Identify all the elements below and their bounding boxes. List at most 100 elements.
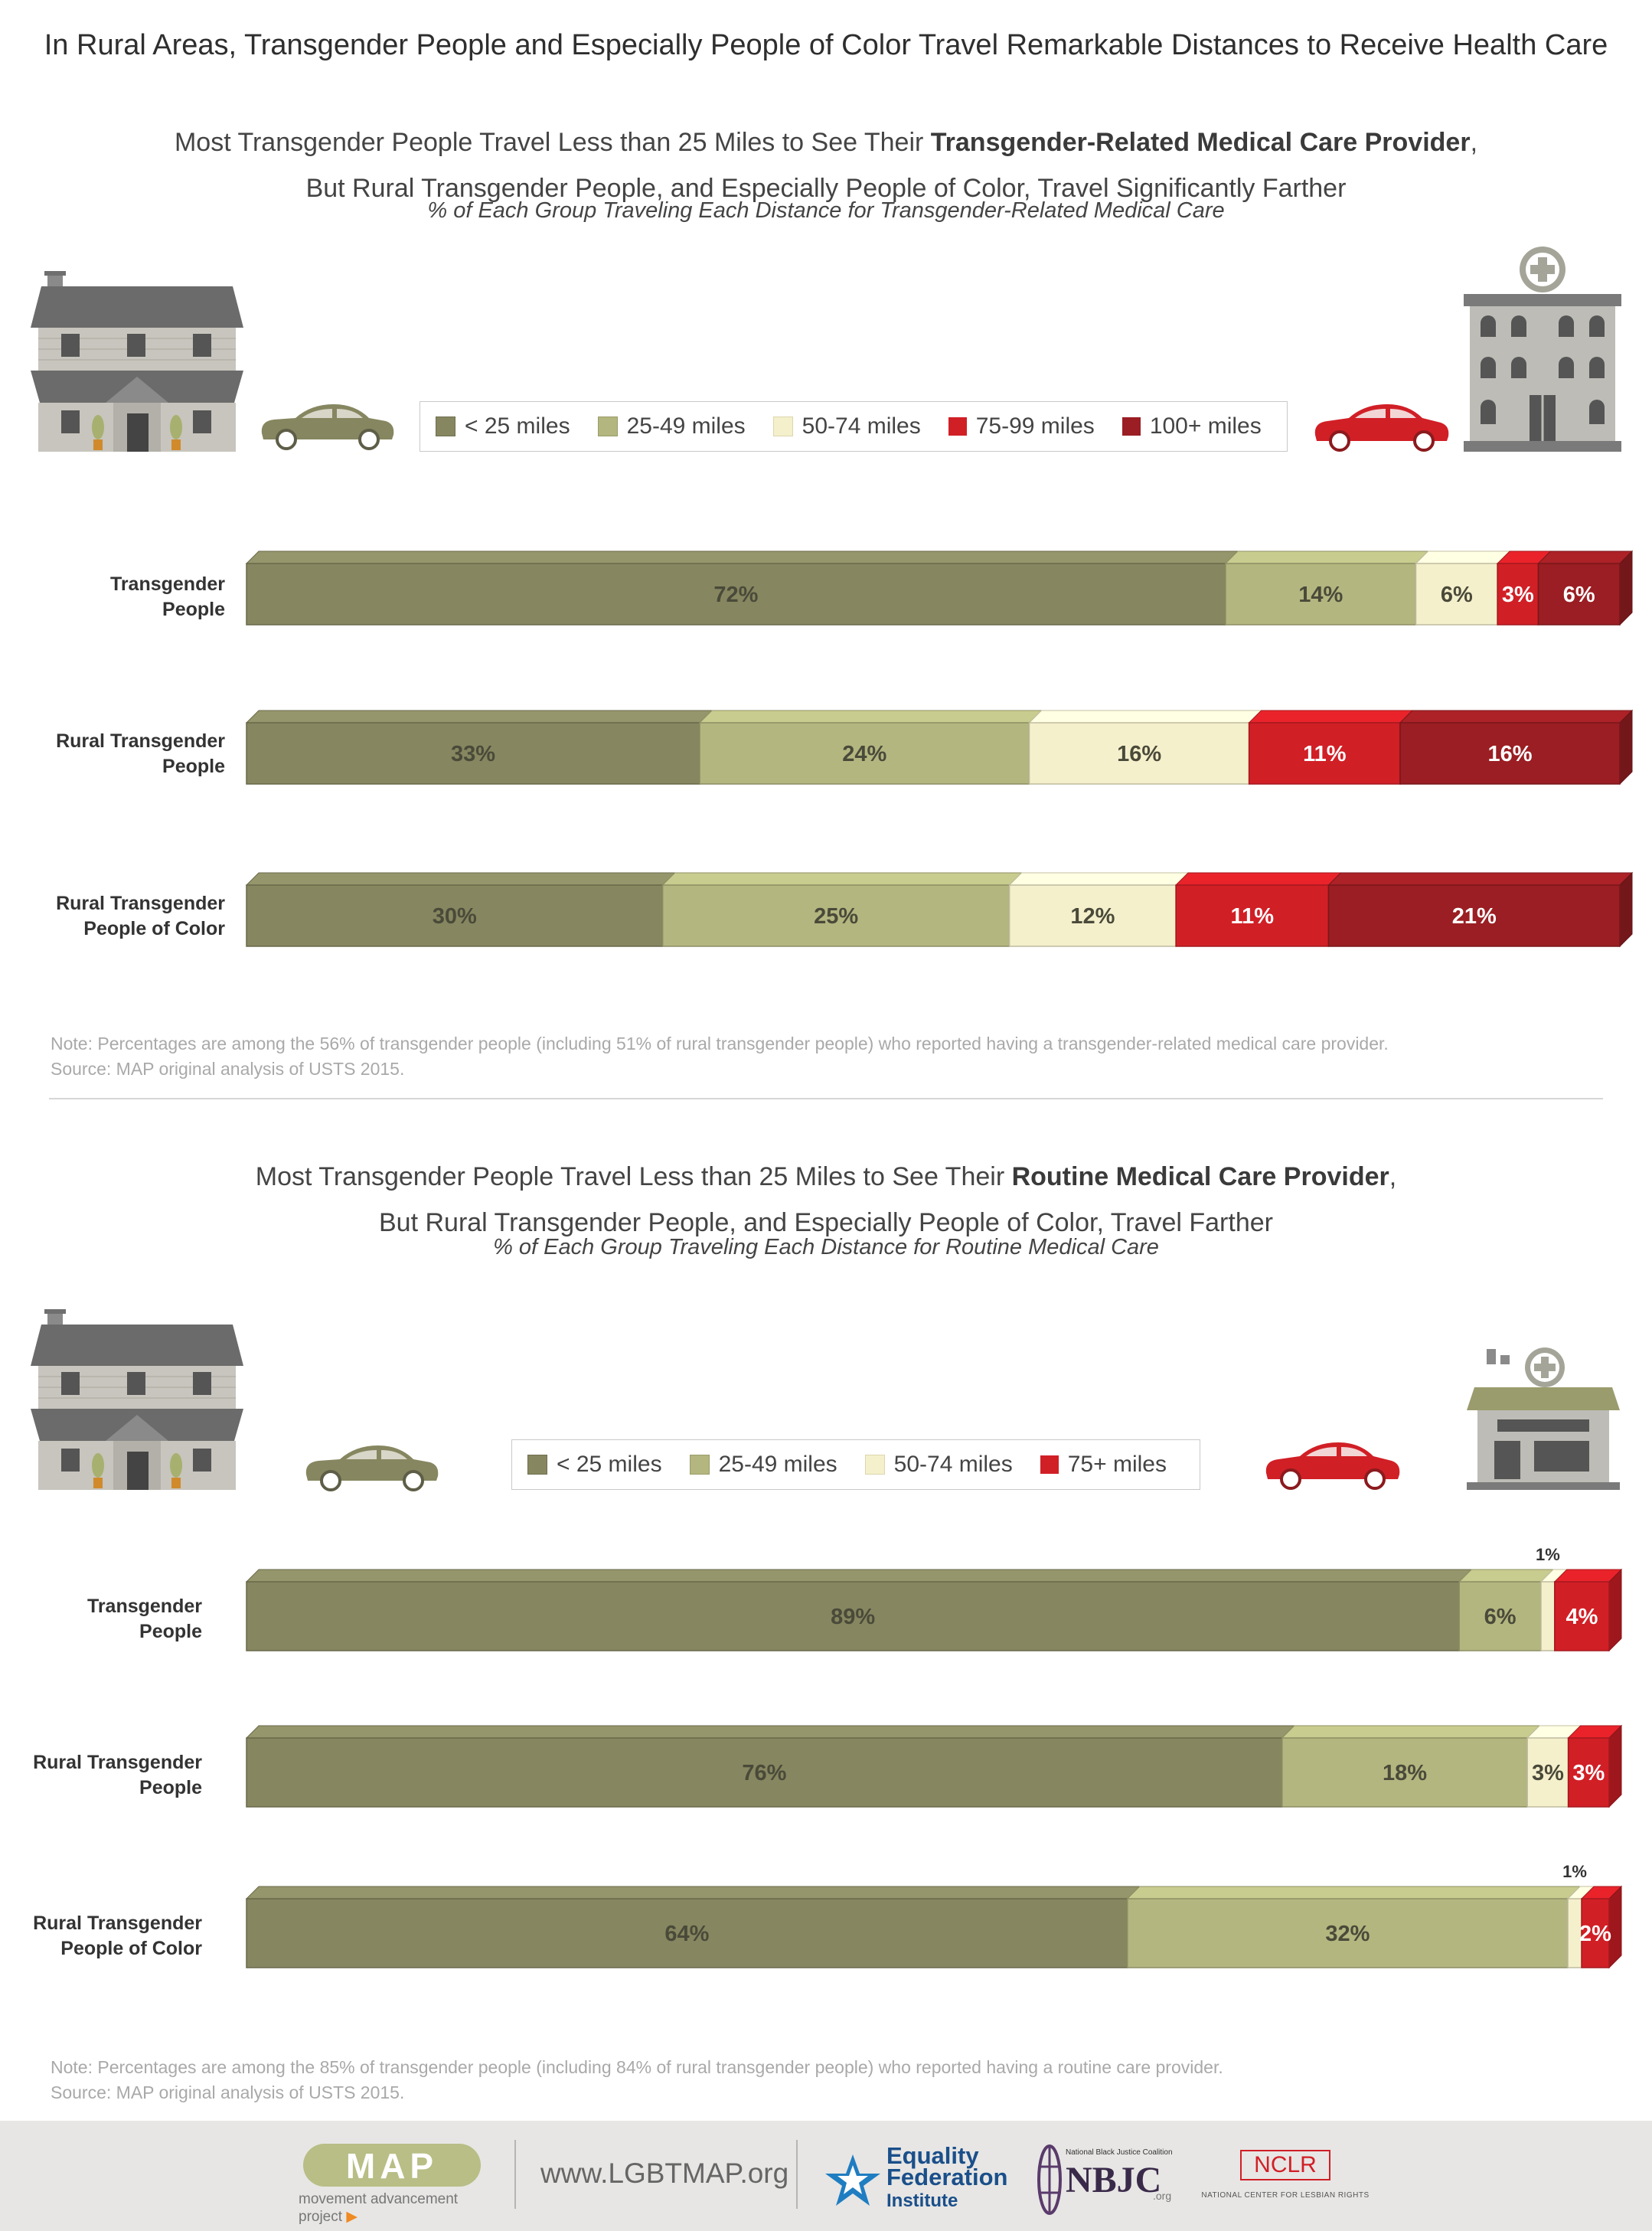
category-label: Rural Transgender People (15, 1750, 202, 1801)
bar-segment (1567, 1737, 1610, 1808)
data-label: 24% (842, 742, 886, 766)
bar-top-face (1008, 872, 1190, 886)
chart-2: 89% 6% 1% 4% 76% 18% 3% 3% 64% 32% 1% 2% (245, 1545, 1623, 1969)
legend-label: < 25 miles (465, 413, 570, 439)
data-label: 12% (1070, 904, 1115, 929)
category-label: Rural Transgender People of Color (15, 891, 225, 942)
bar-segment (246, 1898, 1128, 1968)
legend-2-item: 25-49 miles (689, 1452, 837, 1478)
nclr-logo: NCLR (1240, 2150, 1330, 2180)
legend-2-item: < 25 miles (527, 1452, 662, 1478)
category-label-line: Transgender (87, 1596, 202, 1617)
legend-label: 50-74 miles (893, 1452, 1013, 1477)
green-car-icon (261, 404, 394, 450)
data-label: 1% (1562, 1862, 1587, 1881)
data-label: 6% (1441, 583, 1473, 607)
legend-swatch (772, 416, 793, 436)
nclr-full-name: NATIONAL CENTER FOR LESBIAN RIGHTS (1201, 2191, 1370, 2200)
category-label-line: Rural Transgender (33, 1913, 202, 1934)
section2-subtitle-post: , (1389, 1162, 1397, 1191)
category-label-line: Rural Transgender (33, 1752, 202, 1773)
data-label: 89% (831, 1605, 875, 1629)
legend-swatch (948, 417, 967, 436)
legend-1-item: 75-99 miles (948, 413, 1095, 439)
category-label: Rural Transgender People (15, 729, 225, 779)
legend-1-item: 100+ miles (1121, 413, 1262, 439)
data-label: 76% (742, 1761, 786, 1785)
bar-segment (1248, 722, 1401, 785)
section2-subtitle-pre: Most Transgender People Travel Less than… (255, 1162, 1012, 1191)
bar-top-face (1224, 550, 1429, 564)
footer-separator (796, 2140, 798, 2209)
bar-segment (1225, 563, 1417, 626)
note-line: Note: Percentages are among the 85% of t… (51, 2057, 1223, 2077)
category-label-line: Rural Transgender (56, 730, 225, 752)
bar-top-face (245, 1569, 1473, 1583)
legend-swatch (436, 416, 455, 436)
legend-swatch (1040, 1455, 1059, 1474)
bar-top-face (661, 872, 1023, 886)
section1-subtitle-italic: % of Each Group Traveling Each Distance … (427, 198, 1225, 223)
bar-top-face (245, 550, 1239, 564)
category-label: Transgender People (15, 1594, 202, 1645)
house-icon (31, 1309, 243, 1490)
chart-1: 72% 14% 6% 3% 6% 33% 24% 16% 11% 16% 30% 25% 12% 11% 2… (245, 550, 1634, 948)
data-label: 11% (1231, 904, 1275, 929)
legend-1-item: < 25 miles (436, 413, 570, 439)
bar-segment (246, 884, 664, 947)
play-icon: ▶ (346, 2209, 357, 2225)
bar-top-face (1126, 1886, 1582, 1899)
bar-top-face (245, 872, 676, 886)
efi-line: Equality (886, 2142, 979, 2169)
nbjc-org: .org (1153, 2190, 1172, 2202)
section1-subtitle: Most Transgender People Travel Less than… (0, 119, 1652, 211)
legend-label: 100+ miles (1149, 413, 1262, 439)
data-label: 3% (1502, 583, 1534, 607)
bar-side-face (1619, 871, 1633, 948)
bar-top-face (245, 1886, 1141, 1899)
bar-segment (1008, 884, 1177, 947)
bar-segment (1458, 1581, 1542, 1651)
section2-subtitle-bold: Routine Medical Care Provider (1011, 1162, 1389, 1191)
category-label-line: People (162, 599, 225, 620)
bar-segment (1281, 1737, 1528, 1808)
bar-segment (1554, 1581, 1610, 1651)
bar-segment (1028, 722, 1250, 785)
legend-swatch (864, 1455, 885, 1475)
bar-segment (246, 563, 1226, 626)
legend-label: 75-99 miles (975, 413, 1095, 439)
section2-subtitle-line2: But Rural Transgender People, and Especi… (379, 1208, 1273, 1237)
data-label: 3% (1532, 1761, 1564, 1785)
category-label-line: People (139, 1777, 202, 1798)
data-label: 2% (1579, 1922, 1611, 1946)
data-label: 3% (1572, 1761, 1605, 1785)
hospital-icon (1464, 247, 1621, 452)
legend-swatch (527, 1455, 547, 1475)
category-label: Rural Transgender People of Color (15, 1911, 202, 1962)
legend-2-item: 50-74 miles (864, 1452, 1013, 1478)
bar-top-face (245, 710, 713, 724)
main-title: In Rural Areas, Transgender People and E… (44, 29, 1608, 61)
data-label: 25% (814, 904, 858, 929)
efi-line: Institute (886, 2190, 958, 2211)
bar-side-face (1619, 550, 1633, 626)
bar-segment (1537, 563, 1621, 626)
data-label: 16% (1487, 742, 1532, 766)
category-label-line: People (139, 1621, 202, 1642)
bar-top-face (1327, 872, 1634, 886)
category-label-line: Rural Transgender (56, 893, 225, 914)
data-label: 72% (713, 583, 758, 607)
section1-subtitle-pre: Most Transgender People Travel Less than… (174, 128, 931, 157)
bar-segment (246, 1737, 1283, 1808)
bar-side-face (1608, 1568, 1622, 1652)
website-link[interactable]: www.LGBTMAP.org (540, 2158, 789, 2189)
legend-swatch (597, 416, 618, 436)
note-line: Note: Percentages are among the 56% of t… (51, 1034, 1389, 1053)
map-logo (303, 2144, 481, 2187)
bar-side-face (1619, 709, 1633, 786)
data-label: 16% (1117, 742, 1161, 766)
data-label: 32% (1325, 1922, 1370, 1946)
legend-2: < 25 miles 25-49 miles 50-74 miles 75+ m… (511, 1439, 1200, 1490)
section1-subtitle-bold: Transgender-Related Medical Care Provide… (930, 128, 1471, 157)
legend-1-item: 50-74 miles (772, 413, 921, 439)
